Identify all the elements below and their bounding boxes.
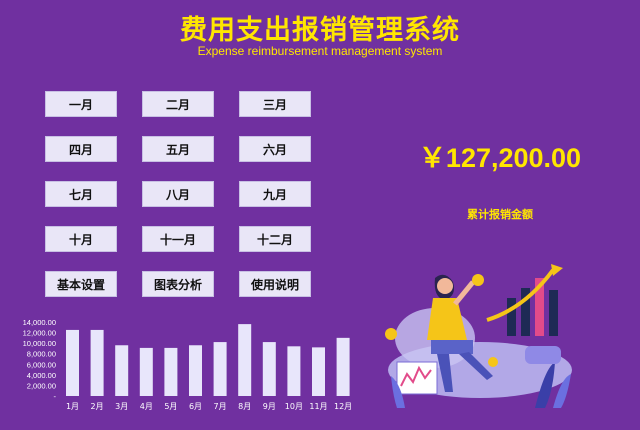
x-tick-label: 11月 bbox=[309, 402, 327, 411]
month-button-5[interactable]: 五月 bbox=[142, 136, 214, 162]
month-button-10[interactable]: 十月 bbox=[45, 226, 117, 252]
month-button-12[interactable]: 十二月 bbox=[239, 226, 311, 252]
total-amount-label: 累计报销金额 bbox=[467, 208, 533, 221]
bar-2月 bbox=[90, 329, 104, 396]
y-tick-label: 8,000.00 bbox=[27, 350, 56, 359]
month-button-11[interactable]: 十一月 bbox=[142, 226, 214, 252]
x-tick-label: 1月 bbox=[66, 402, 79, 411]
y-tick-label: 6,000.00 bbox=[27, 360, 56, 369]
x-tick-label: 12月 bbox=[334, 402, 352, 411]
x-tick-label: 5月 bbox=[164, 402, 177, 411]
instructions-button[interactable]: 使用说明 bbox=[239, 271, 311, 297]
month-button-2[interactable]: 二月 bbox=[142, 91, 214, 117]
y-tick-label: 12,000.00 bbox=[23, 329, 56, 338]
bar-11月 bbox=[312, 347, 325, 396]
bar-5月 bbox=[164, 347, 178, 396]
x-tick-label: 7月 bbox=[214, 402, 227, 411]
bar-1月 bbox=[66, 329, 79, 396]
y-tick-label: 4,000.00 bbox=[27, 371, 56, 380]
total-amount-value: ￥127,200.00 bbox=[418, 143, 582, 173]
chart-analysis-button[interactable]: 图表分析 bbox=[142, 271, 214, 297]
basic-settings-button[interactable]: 基本设置 bbox=[45, 271, 117, 297]
page-title: 费用支出报销管理系统 bbox=[180, 15, 460, 46]
month-button-7[interactable]: 七月 bbox=[45, 181, 117, 207]
bar-6月 bbox=[189, 345, 202, 396]
month-button-8[interactable]: 八月 bbox=[142, 181, 214, 207]
x-tick-label: 10月 bbox=[285, 402, 303, 411]
y-tick-label: - bbox=[54, 392, 57, 401]
x-tick-label: 6月 bbox=[189, 402, 202, 411]
woman-with-growth-chart-illustration bbox=[385, 264, 572, 408]
month-button-3[interactable]: 三月 bbox=[239, 91, 311, 117]
x-tick-label: 4月 bbox=[140, 402, 153, 411]
bar-3月 bbox=[115, 345, 129, 396]
bar-4月 bbox=[139, 347, 153, 396]
bar-8月 bbox=[238, 324, 252, 396]
x-tick-label: 3月 bbox=[115, 402, 128, 411]
page-subtitle: Expense reimbursement management system bbox=[197, 44, 443, 58]
y-tick-label: 2,000.00 bbox=[27, 381, 56, 390]
month-button-4[interactable]: 四月 bbox=[45, 136, 117, 162]
month-button-9[interactable]: 九月 bbox=[239, 181, 311, 207]
y-tick-label: 14,000.00 bbox=[23, 318, 56, 327]
bar-12月 bbox=[336, 337, 350, 396]
bar-9月 bbox=[262, 342, 276, 396]
y-tick-label: 10,000.00 bbox=[23, 339, 56, 348]
month-button-1[interactable]: 一月 bbox=[45, 91, 117, 117]
month-button-6[interactable]: 六月 bbox=[239, 136, 311, 162]
bar-7月 bbox=[213, 342, 227, 396]
bar-10月 bbox=[287, 346, 301, 396]
x-tick-label: 8月 bbox=[238, 402, 251, 411]
x-tick-label: 2月 bbox=[91, 402, 104, 411]
x-tick-label: 9月 bbox=[263, 402, 276, 411]
